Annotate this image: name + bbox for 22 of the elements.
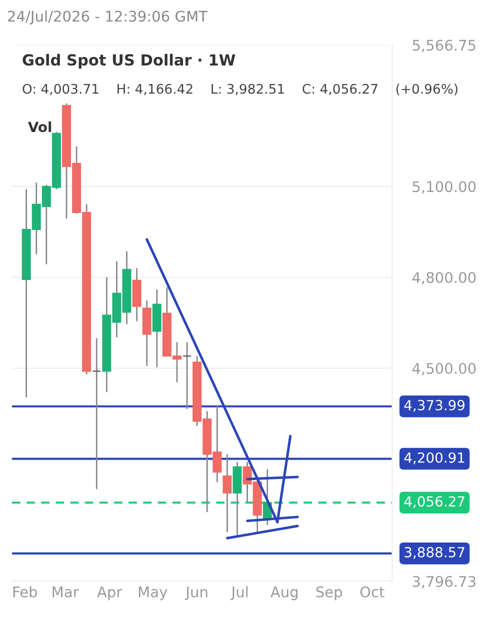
x-tick-label: Oct <box>360 586 384 598</box>
y-tick-label: 4,500.00 <box>412 362 476 376</box>
y-tick-label: 3,796.73 <box>412 576 476 588</box>
x-tick-label: Aug <box>270 586 298 600</box>
x-tick-label: Apr <box>97 586 122 600</box>
x-tick-label: Jun <box>184 586 208 600</box>
text: O: 4,003.71 H: 4,166.42 L: 3,982.51 C: 4,056.27 (+0.96%) <box>22 84 458 96</box>
x-tick-label: Feb <box>13 586 37 598</box>
y-tick-label: 5,566.75 <box>412 40 476 52</box>
x-tick-label: Jul <box>230 586 248 600</box>
x-tick-label: Sep <box>316 586 342 600</box>
ref-line-label: 3,888.57 <box>404 546 464 559</box>
ref-line-label: 4,200.91 <box>404 452 464 464</box>
y-tick-label: 5,100.00 <box>412 181 476 194</box>
annotation: Vol <box>28 121 52 132</box>
y-tick-label: 4,800.00 <box>412 272 476 285</box>
x-tick-label: May <box>138 586 168 600</box>
ref-line-label: 4,373.99 <box>404 400 464 412</box>
ref-line-label: 4,056.27 <box>404 496 464 508</box>
x-tick-label: Mar <box>52 586 79 598</box>
text: Gold Spot US Dollar · 1W <box>22 54 236 69</box>
text: 24/Jul/2026 - 12:39:06 GMT <box>8 10 208 24</box>
